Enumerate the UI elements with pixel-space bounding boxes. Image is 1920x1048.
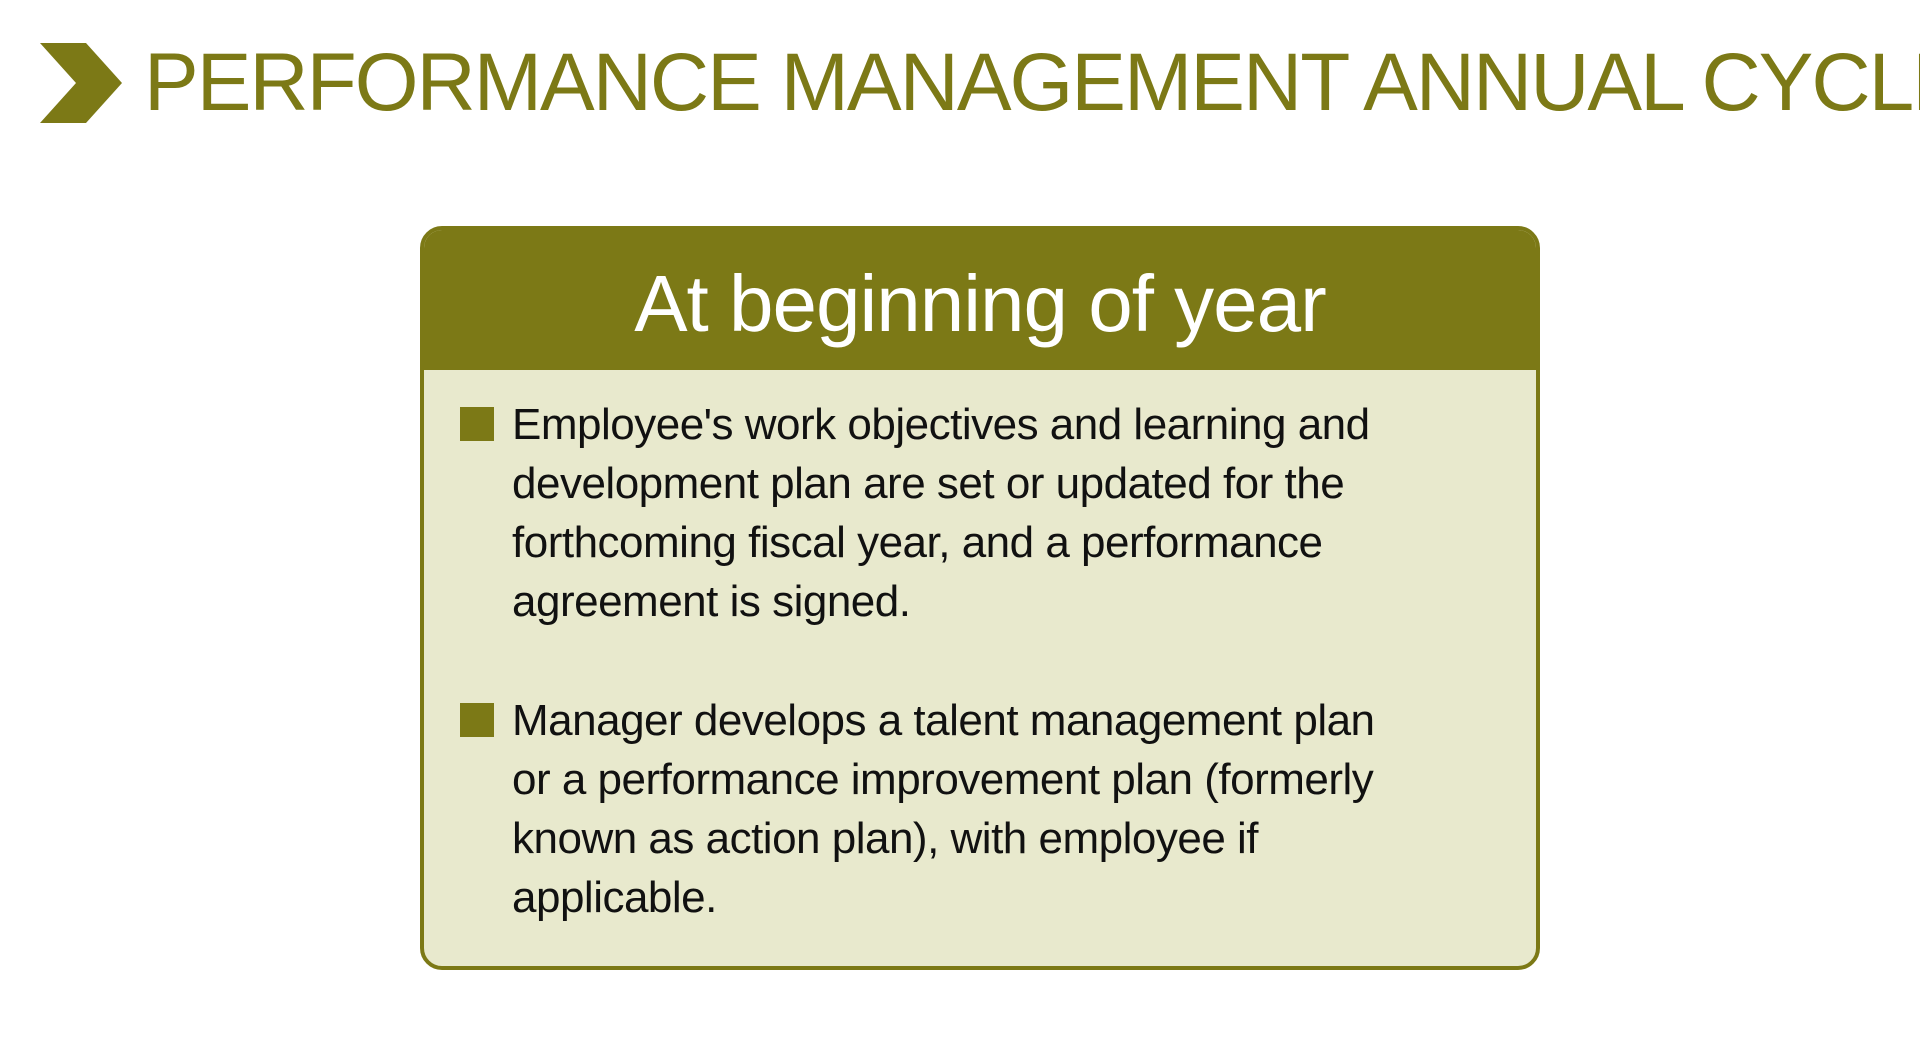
card-title: At beginning of year bbox=[634, 259, 1327, 348]
bullet-square-icon bbox=[460, 703, 494, 737]
bullet-list: Employee's work objectives and learning … bbox=[460, 395, 1420, 966]
page-title: PERFORMANCE MANAGEMENT ANNUAL CYCLE bbox=[144, 37, 1920, 128]
list-item: Manager develops a talent management pla… bbox=[460, 691, 1420, 927]
list-item: Employee's work objectives and learning … bbox=[460, 395, 1420, 631]
bullet-text: Employee's work objectives and learning … bbox=[512, 400, 1370, 626]
chevron-right-icon bbox=[40, 43, 122, 123]
card-header: At beginning of year bbox=[424, 230, 1536, 370]
bullet-square-icon bbox=[460, 407, 494, 441]
stage-card: At beginning of year Employee's work obj… bbox=[420, 226, 1540, 970]
page-header: PERFORMANCE MANAGEMENT ANNUAL CYCLE bbox=[40, 38, 1920, 128]
bullet-text: Manager develops a talent management pla… bbox=[512, 696, 1375, 922]
